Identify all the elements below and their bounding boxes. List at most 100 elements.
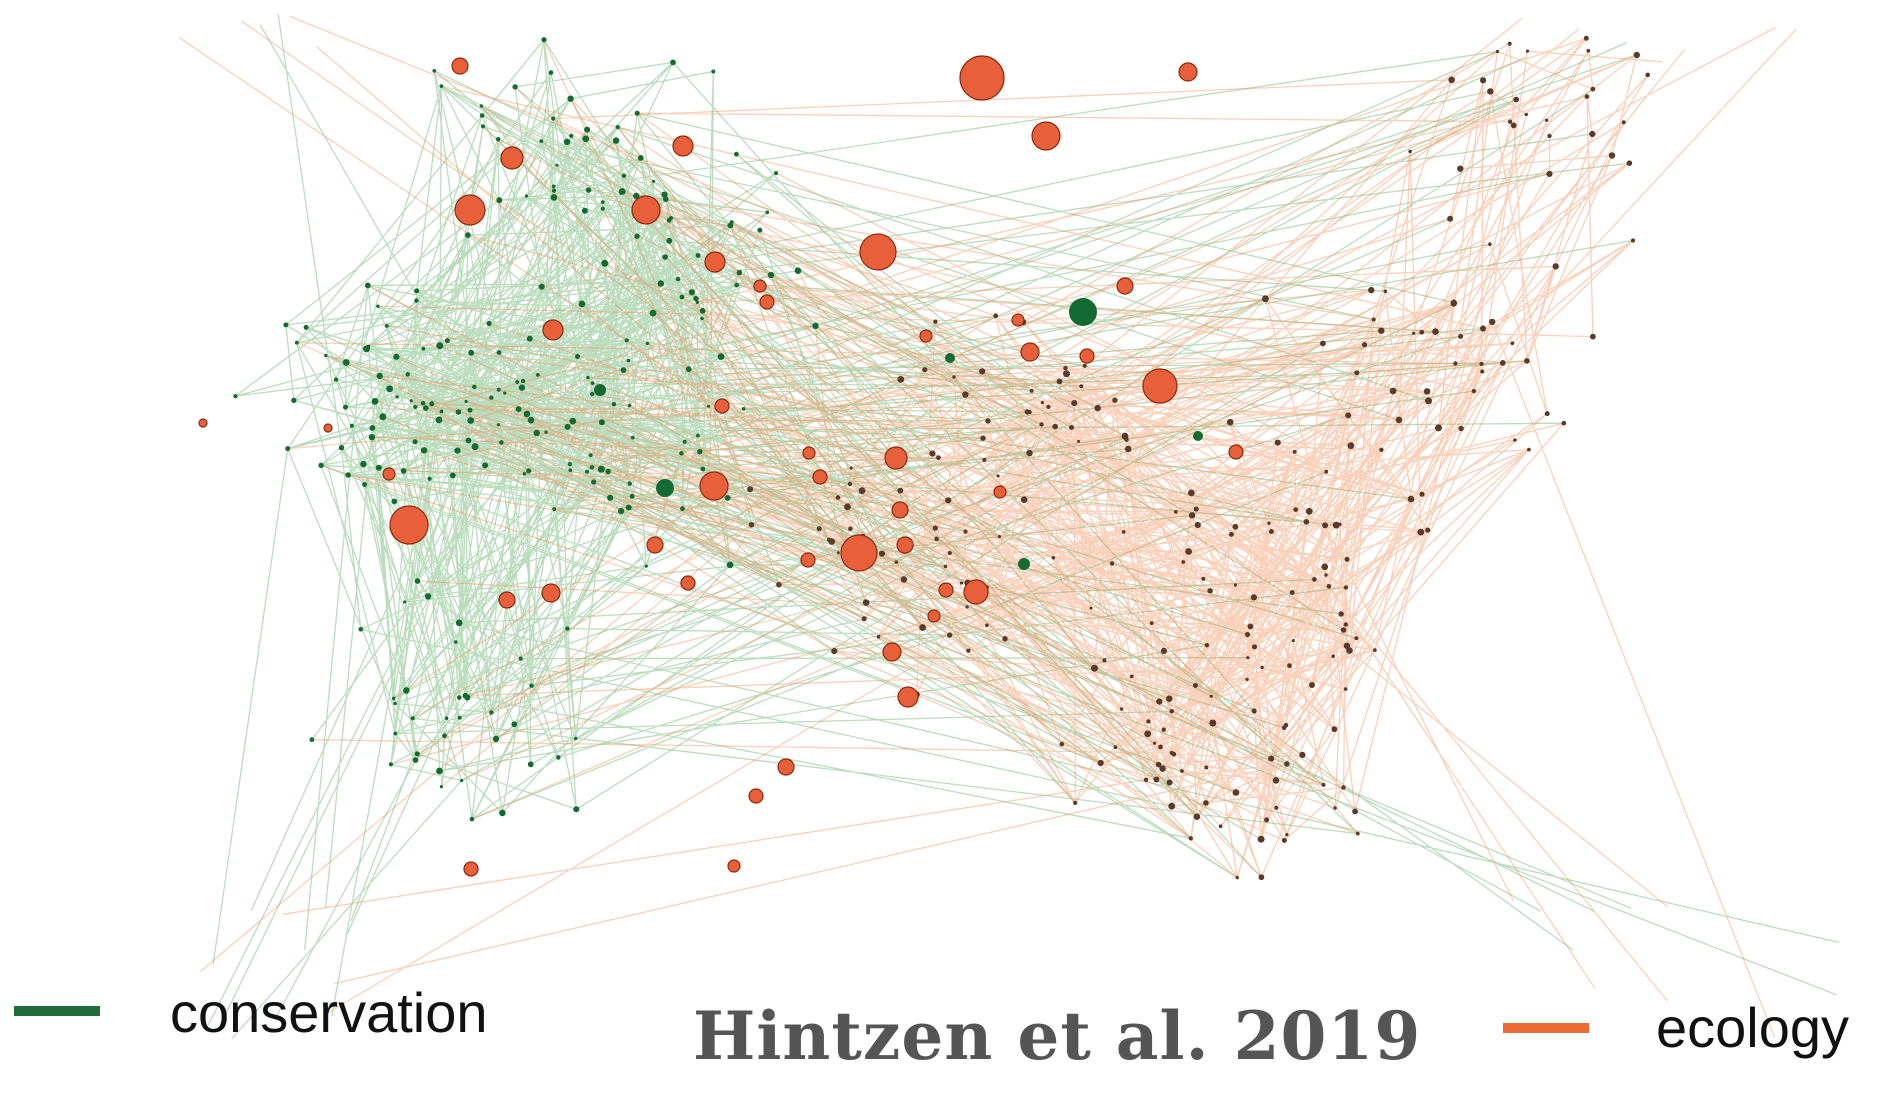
small-nodes [233,35,1650,881]
network-node [1188,836,1194,841]
network-node [1218,824,1223,829]
network-node [1069,425,1074,430]
network-node [588,453,593,458]
network-node [696,433,700,438]
network-node [363,345,370,353]
hub-node [454,194,486,226]
network-node [1260,665,1264,670]
network-node [364,282,371,289]
network-node [1458,333,1464,339]
network-node [536,373,540,377]
network-node [526,335,533,342]
network-node [409,399,413,403]
network-node [1143,777,1149,782]
network-node [1235,875,1239,880]
network-node [1245,677,1249,681]
network-node [849,466,853,470]
network-node [1338,611,1344,617]
network-node [318,462,324,468]
network-node [496,197,503,204]
network-node [1063,370,1070,378]
network-node [1458,425,1464,432]
network-node [376,372,383,380]
network-node [831,648,838,655]
network-node [515,406,522,413]
network-node [1180,769,1184,773]
network-node [1407,495,1415,503]
network-node [1228,531,1234,537]
network-node [1419,329,1425,335]
network-node [1113,745,1118,750]
network-node [1257,835,1265,843]
network-node [1245,631,1251,638]
network-node [727,222,734,229]
network-node [776,581,782,588]
network-node [496,350,502,355]
network-node [465,232,471,238]
network-node [486,320,492,327]
network-node [685,366,692,372]
network-node [1412,331,1416,335]
network-node [468,349,475,356]
network-node [1332,521,1340,529]
network-node [1303,519,1310,525]
network-node [414,751,420,757]
network-node [698,449,703,453]
network-node [1343,622,1349,627]
network-node [794,267,802,275]
network-node [1299,751,1306,759]
network-node [518,384,526,391]
network-node [680,506,685,511]
hub-node [541,583,561,603]
network-node [1321,563,1329,571]
network-node [649,309,657,317]
network-node [932,525,938,531]
network-node [1168,802,1176,810]
network-node [1204,765,1209,770]
hub-node [1011,313,1025,327]
network-node [1373,648,1377,652]
network-node [1343,687,1348,691]
network-node [455,409,462,415]
network-node [405,372,410,377]
network-node [1352,808,1358,815]
network-node [432,69,437,73]
network-node [551,116,556,121]
network-node [1344,556,1350,562]
network-node [436,767,443,775]
network-node [333,377,339,382]
network-node [633,192,640,200]
network-node [1479,361,1484,366]
hub-node [927,609,941,623]
network-node [496,387,501,392]
network-node [568,468,573,473]
network-node [985,623,989,627]
network-node [386,385,393,393]
network-node [1525,49,1530,53]
ecology-legend-label: ecology [1656,996,1850,1059]
network-node [1340,627,1347,633]
network-node [575,354,580,359]
network-node [601,200,605,204]
network-node [1513,438,1517,442]
hub-node [777,758,795,776]
network-node [993,313,999,319]
network-node [741,407,746,411]
network-node [403,600,407,604]
network-node [1233,583,1237,587]
network-node [1258,874,1265,881]
network-node [469,816,475,822]
network-node [1630,238,1636,243]
network-node [393,701,397,706]
network-node [544,430,548,434]
hub-node [727,859,741,873]
network-node [565,626,570,631]
network-node [294,340,299,345]
network-node [878,550,886,557]
network-node [897,487,904,494]
network-node [661,191,668,198]
network-node [585,187,592,193]
network-node [1419,491,1425,497]
network-node [1285,833,1289,837]
